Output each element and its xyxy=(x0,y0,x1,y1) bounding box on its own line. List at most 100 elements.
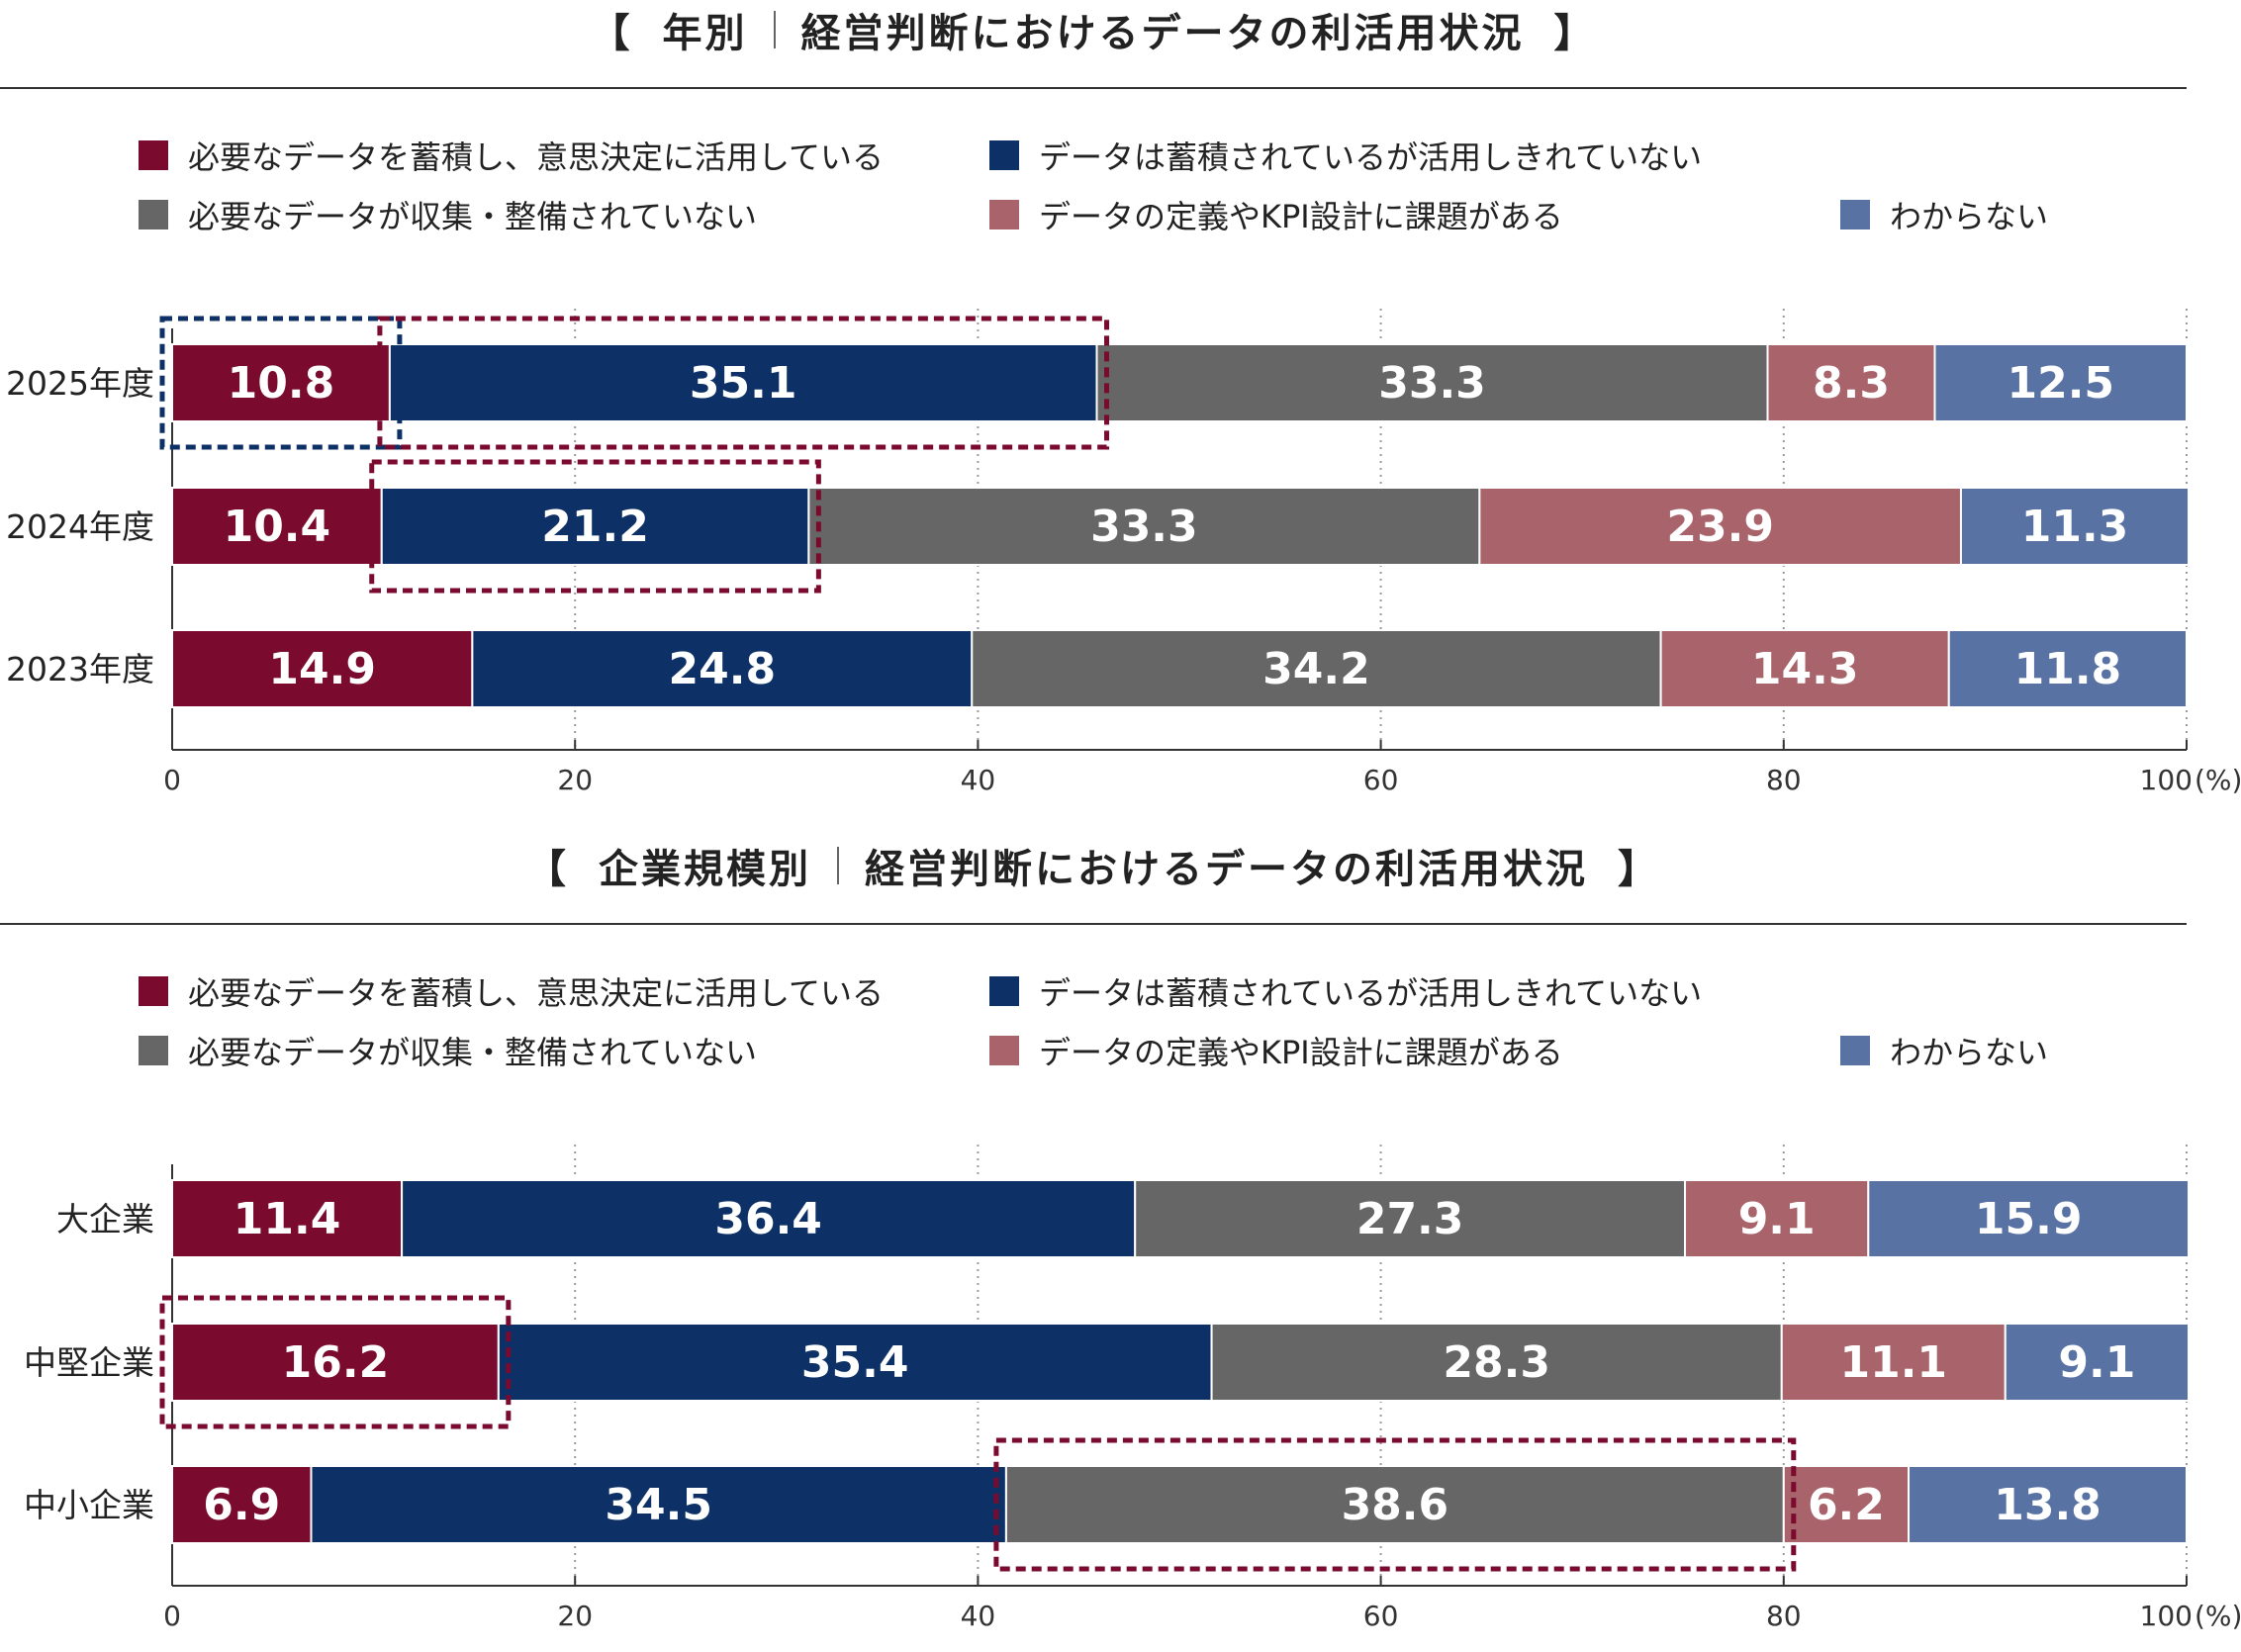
legend-item: データは蓄積されているが活用しきれていない xyxy=(989,968,1702,1014)
legend-item: 必要なデータを蓄積し、意思決定に活用している xyxy=(139,133,884,178)
title-separator xyxy=(837,847,839,884)
bar-value-label: 6.9 xyxy=(203,1480,280,1530)
title-left: 年別 xyxy=(662,11,748,56)
bar-value-label: 9.1 xyxy=(1738,1194,1816,1244)
x-tick-label: 60 xyxy=(1363,1600,1399,1632)
x-tick-label: 60 xyxy=(1363,764,1399,796)
title-bracket-close: 】 xyxy=(1553,11,1597,56)
bar-segment xyxy=(171,343,391,422)
bar-segment xyxy=(1659,629,1950,708)
bar-segment xyxy=(1478,487,1962,566)
category-label: 2024年度 xyxy=(6,507,154,546)
bar-segment xyxy=(171,1465,313,1544)
highlight-box xyxy=(159,316,403,450)
bar-segment xyxy=(1210,1323,1783,1402)
highlight-box xyxy=(993,1437,1797,1572)
highlight-box xyxy=(369,459,821,594)
x-tick-label: 20 xyxy=(557,1600,593,1632)
bar-value-label: 28.3 xyxy=(1443,1337,1550,1388)
bar-segment xyxy=(1004,1465,1785,1544)
bar-segment xyxy=(1933,343,2188,422)
title-separator xyxy=(773,11,776,48)
bar-segment xyxy=(1782,1465,1911,1544)
legend-label: データは蓄積されているが活用しきれていない xyxy=(1039,974,1703,1012)
title-right: 経営判断におけるデータの利活用状況 xyxy=(865,847,1588,892)
legend-swatch xyxy=(139,140,168,170)
bar-value-label: 24.8 xyxy=(669,644,777,694)
legend-swatch xyxy=(139,976,168,1006)
panel-by-year: 【 年別 経営判断におけるデータの利活用状況 】 必要なデータを蓄積し、意思決定… xyxy=(0,0,2241,821)
title-right: 経営判断におけるデータの利活用状況 xyxy=(800,11,1525,56)
title-left: 企業規模別 xyxy=(599,847,811,892)
bar-value-label: 23.9 xyxy=(1666,502,1774,552)
legend-label: データは蓄積されているが活用しきれていない xyxy=(1039,138,1703,176)
category-label: 中堅企業 xyxy=(24,1343,154,1382)
title-bracket-close: 】 xyxy=(1618,847,1660,892)
x-tick-label: 100 xyxy=(2140,1600,2193,1632)
legend-item: データの定義やKPI設計に課題がある xyxy=(989,192,1563,237)
x-axis-unit: (%) xyxy=(2194,1600,2241,1632)
bar-value-label: 38.6 xyxy=(1342,1480,1449,1530)
x-tick-label: 0 xyxy=(163,1600,181,1632)
legend-label: わからない xyxy=(1890,1034,2049,1071)
legend-label: 必要なデータが収集・整備されていない xyxy=(188,1034,758,1071)
legend-swatch xyxy=(989,140,1019,170)
bar-value-label: 9.1 xyxy=(2058,1337,2135,1388)
bar-segment xyxy=(171,487,383,566)
x-tick-label: 40 xyxy=(961,1600,996,1632)
highlight-box xyxy=(377,316,1110,450)
bar-segment xyxy=(1684,1179,1870,1258)
x-tick-label: 80 xyxy=(1766,764,1802,796)
legend-swatch xyxy=(1840,1036,1870,1065)
title-rule xyxy=(0,923,2187,925)
bar-segment xyxy=(807,487,1481,566)
x-tick-label: 80 xyxy=(1766,1600,1802,1632)
bar-value-label: 14.9 xyxy=(268,644,376,694)
bar-value-label: 34.5 xyxy=(605,1480,712,1530)
legend-item: わからない xyxy=(1840,192,2048,237)
legend-item: 必要なデータを蓄積し、意思決定に活用している xyxy=(139,968,884,1014)
bar-segment xyxy=(171,629,474,708)
bar-value-label: 12.5 xyxy=(2007,358,2114,409)
bar-segment xyxy=(971,629,1662,708)
legend-swatch xyxy=(139,200,168,229)
x-tick-label: 20 xyxy=(557,764,593,796)
legend-swatch xyxy=(989,1036,1019,1065)
bar-value-label: 34.2 xyxy=(1262,644,1370,694)
bar-value-label: 6.2 xyxy=(1808,1480,1885,1530)
bar-value-label: 11.8 xyxy=(2014,644,2122,694)
category-label: 中小企業 xyxy=(24,1486,154,1524)
stacked-bar-chart-by-company-size: 0 20 40 60 80 100 (%) 大企業 11.4 36.4 27.3 9.1 15.9 中堅企… xyxy=(24,1145,2241,1632)
legend-label: 必要なデータを蓄積し、意思決定に活用している xyxy=(188,974,885,1012)
bar-segment xyxy=(1780,1323,2007,1402)
bar-value-label: 35.4 xyxy=(801,1337,909,1388)
chart-title: 【 企業規模別 経営判断におけるデータの利活用状況 】 xyxy=(0,836,2187,895)
bar-segment xyxy=(471,629,974,708)
title-bracket-open: 【 xyxy=(590,11,633,56)
x-tick-label: 40 xyxy=(961,764,996,796)
legend-item: 必要なデータが収集・整備されていない xyxy=(139,192,757,237)
bar-value-label: 11.1 xyxy=(1839,1337,1947,1388)
bar-value-label: 36.4 xyxy=(714,1194,822,1244)
bar-value-label: 11.4 xyxy=(233,1194,341,1244)
bar-segment xyxy=(1134,1179,1687,1258)
bar-value-label: 33.3 xyxy=(1090,502,1198,552)
legend-swatch xyxy=(989,976,1019,1006)
bar-segment xyxy=(1947,629,2188,708)
x-tick-label: 100 xyxy=(2140,764,2193,796)
bar-segment xyxy=(1867,1179,2191,1258)
bar-value-label: 8.3 xyxy=(1813,358,1890,409)
bar-segment xyxy=(1959,487,2191,566)
legend-label: データの定義やKPI設計に課題がある xyxy=(1039,1034,1563,1071)
bar-segment xyxy=(171,1179,404,1258)
legend-item: 必要なデータが収集・整備されていない xyxy=(139,1028,757,1073)
bar-value-label: 10.4 xyxy=(224,502,331,552)
stacked-bar-chart-by-year: 0 20 40 60 80 100 (%) 2025年度 10.8 35.1 33.3 8.3 12.5… xyxy=(6,309,2241,796)
x-tick-label: 0 xyxy=(163,764,181,796)
legend-label: わからない xyxy=(1890,198,2049,235)
bar-value-label: 11.3 xyxy=(2021,502,2129,552)
legend-label: 必要なデータを蓄積し、意思決定に活用している xyxy=(188,138,885,176)
legend-swatch xyxy=(139,1036,168,1065)
bar-value-label: 16.2 xyxy=(282,1337,390,1388)
category-label: 大企業 xyxy=(56,1200,154,1239)
